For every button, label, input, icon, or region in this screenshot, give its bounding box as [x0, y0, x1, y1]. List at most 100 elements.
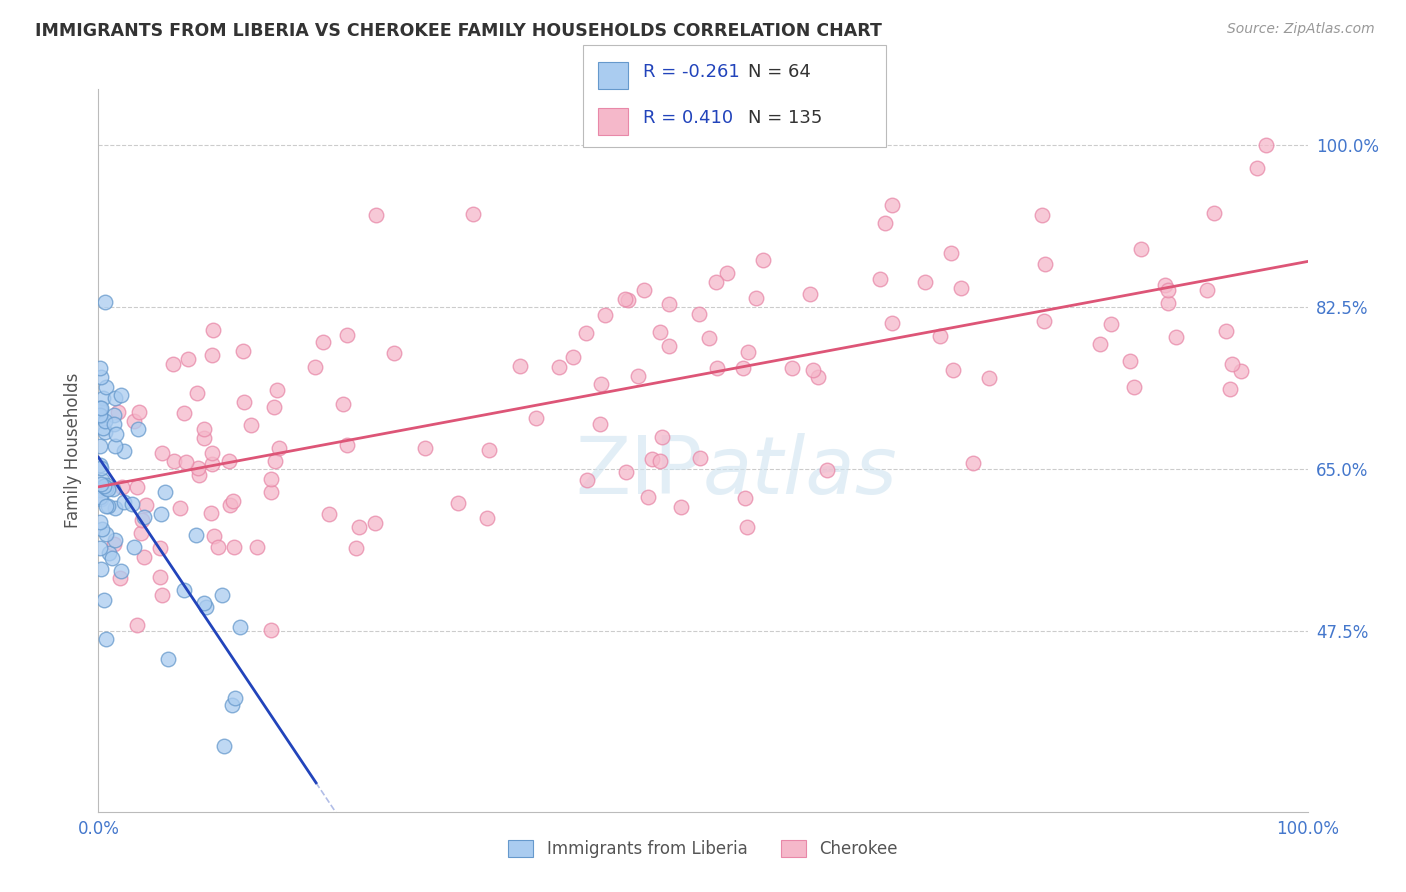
Point — [149, 570, 172, 584]
Text: N = 64: N = 64 — [748, 62, 811, 81]
Point — [669, 500, 692, 514]
Y-axis label: Family Households: Family Households — [65, 373, 83, 528]
Point — [163, 454, 186, 468]
Point — [128, 405, 150, 419]
Point — [188, 467, 211, 482]
Point — [89, 541, 111, 555]
Point — [98, 546, 121, 560]
Point — [689, 451, 711, 466]
Point — [588, 417, 610, 431]
Point — [104, 500, 127, 515]
Point — [162, 357, 184, 371]
Point — [112, 443, 135, 458]
Point — [93, 593, 115, 607]
Point — [260, 485, 283, 500]
Point — [704, 275, 727, 289]
Point — [807, 369, 830, 384]
Point — [90, 492, 112, 507]
Point — [90, 401, 112, 415]
Point — [929, 329, 952, 343]
Point — [651, 430, 673, 444]
Point — [110, 388, 132, 402]
Point — [202, 529, 225, 543]
Point — [979, 371, 1001, 385]
Point — [211, 588, 233, 602]
Point — [177, 352, 200, 367]
Point — [962, 456, 984, 470]
Point — [633, 283, 655, 297]
Point — [89, 409, 111, 423]
Point — [125, 618, 148, 632]
Point — [96, 481, 118, 495]
Point — [637, 491, 659, 505]
Text: atlas: atlas — [703, 434, 898, 511]
Point — [221, 698, 243, 713]
Point — [752, 252, 775, 267]
Point — [240, 418, 263, 433]
Point — [93, 414, 115, 428]
Point — [104, 439, 127, 453]
Point — [89, 458, 111, 472]
Point — [641, 452, 664, 467]
Point — [103, 409, 125, 423]
Point — [104, 533, 127, 548]
Point — [1154, 277, 1177, 292]
Point — [1220, 357, 1243, 371]
Point — [363, 516, 385, 530]
Point — [1229, 364, 1251, 378]
Point — [96, 526, 118, 541]
Point — [194, 600, 217, 615]
Point — [1130, 242, 1153, 256]
Point — [90, 369, 112, 384]
Point — [1088, 337, 1111, 351]
Point — [224, 540, 246, 554]
Point — [94, 425, 117, 439]
Point — [110, 480, 132, 494]
Point — [94, 478, 117, 492]
Point — [90, 477, 112, 491]
Point — [688, 307, 710, 321]
Point — [263, 400, 285, 414]
Point — [650, 453, 672, 467]
Point — [127, 422, 149, 436]
Point — [91, 392, 114, 406]
Point — [97, 499, 120, 513]
Point — [125, 480, 148, 494]
Point — [1246, 161, 1268, 176]
Point — [882, 198, 904, 212]
Point — [173, 583, 195, 598]
Text: Source: ZipAtlas.com: Source: ZipAtlas.com — [1227, 22, 1375, 37]
Point — [950, 280, 973, 294]
Legend: Immigrants from Liberia, Cherokee: Immigrants from Liberia, Cherokee — [502, 833, 904, 865]
Point — [94, 499, 117, 513]
Point — [575, 326, 598, 340]
Point — [169, 500, 191, 515]
Point — [122, 414, 145, 428]
Point — [131, 513, 153, 527]
Point — [202, 323, 225, 337]
Point — [212, 739, 235, 754]
Point — [614, 465, 637, 479]
Point — [90, 461, 112, 475]
Point — [1157, 296, 1180, 310]
Point — [364, 208, 387, 222]
Point — [1219, 382, 1241, 396]
Point — [782, 360, 804, 375]
Point — [193, 596, 215, 610]
Point — [1099, 317, 1122, 331]
Point — [658, 339, 681, 353]
Point — [94, 295, 117, 310]
Point — [561, 350, 583, 364]
Point — [1204, 206, 1226, 220]
Point — [89, 360, 111, 375]
Point — [173, 406, 195, 420]
Point — [97, 482, 120, 496]
Point — [304, 359, 326, 374]
Point — [246, 540, 269, 554]
Point — [200, 507, 222, 521]
Text: R = -0.261: R = -0.261 — [643, 62, 740, 81]
Point — [103, 537, 125, 551]
Point — [193, 431, 215, 445]
Point — [697, 331, 720, 345]
Point — [478, 443, 501, 458]
